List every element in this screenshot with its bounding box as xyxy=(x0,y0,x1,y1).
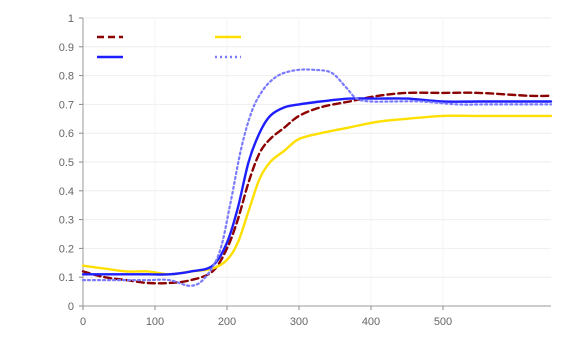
series-line-3 xyxy=(81,97,553,276)
y-tick-label: 1 xyxy=(68,13,74,25)
y-tick-label: 0.5 xyxy=(59,157,74,169)
x-tick-label: 400 xyxy=(362,316,380,328)
legend xyxy=(97,35,241,59)
y-tick-label: 0.7 xyxy=(59,99,74,111)
y-tick-label: 0.6 xyxy=(59,128,74,140)
y-tick-label: 0.3 xyxy=(59,215,74,227)
series-line-2 xyxy=(81,114,553,276)
y-tick-label: 0.9 xyxy=(59,42,74,54)
y-tick-label: 0.1 xyxy=(59,272,74,284)
series-line-4 xyxy=(81,68,553,287)
x-tick-label: 300 xyxy=(290,316,308,328)
y-tick-label: 0.2 xyxy=(59,243,74,255)
x-tick-label: 200 xyxy=(218,316,236,328)
y-tick-label: 0.8 xyxy=(59,71,74,83)
y-tick-label: 0.4 xyxy=(59,186,74,198)
x-tick-label: 0 xyxy=(80,316,86,328)
series-group xyxy=(81,68,553,287)
x-tick-label: 500 xyxy=(434,316,452,328)
x-tick-label: 100 xyxy=(146,316,164,328)
series-line-1 xyxy=(81,91,553,285)
y-tick-label: 0 xyxy=(68,301,74,313)
axes: 0 0.1 0.2 0.3 0.4 0.5 0.6 0.7 0.8 0.9 1 0 100 200 300 4… xyxy=(59,13,551,328)
